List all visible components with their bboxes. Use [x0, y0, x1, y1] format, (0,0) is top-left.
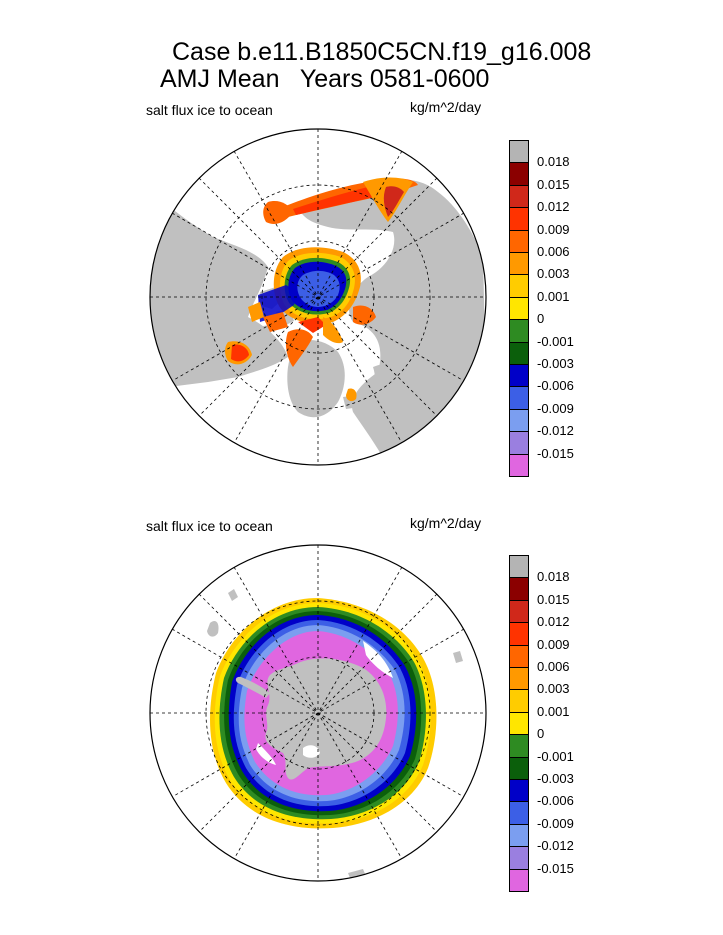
south-colorbar-swatch: [509, 599, 529, 624]
north-colorbar-label: 0.003: [537, 266, 570, 282]
south-colorbar-swatch: [509, 644, 529, 668]
north-graticule: [150, 129, 486, 465]
north-colorbar-label: -0.009: [537, 400, 574, 416]
south-colorbar-swatch: [509, 823, 529, 848]
north-colorbar-swatch: [509, 140, 529, 164]
north-colorbar-swatch: [509, 296, 529, 321]
south-colorbar-swatch: [509, 734, 529, 758]
north-colorbar-label: 0.009: [537, 221, 570, 237]
south-colorbar-label: 0.006: [537, 659, 570, 674]
south-units-label: kg/m^2/day: [410, 515, 482, 531]
south-colorbar-label: 0.003: [537, 681, 570, 697]
north-colorbar-label: 0.015: [537, 176, 570, 192]
north-colorbar-swatch: [509, 364, 529, 388]
south-colorbar-label: 0: [537, 726, 545, 742]
north-colorbar-label: -0.006: [537, 378, 574, 394]
north-colorbar-label: 0.006: [537, 244, 570, 259]
north-colorbar-swatch: [509, 162, 529, 186]
north-colorbar-swatch: [509, 453, 529, 477]
south-colorbar-label: -0.006: [537, 793, 574, 809]
north-field-label: salt flux ice to ocean: [146, 102, 273, 118]
plot-title-line-1: Case b.e11.B1850C5CN.f19_g16.008: [172, 38, 592, 66]
south-colorbar-label: 0.001: [537, 703, 570, 719]
south-colorbar-label: 0.012: [537, 614, 570, 630]
north-colorbar-label: -0.003: [537, 356, 574, 371]
south-colorbar-swatch: [509, 577, 529, 601]
north-colorbar-swatch: [509, 408, 529, 433]
south-colorbar-swatch: [509, 689, 529, 713]
north-map-border: [149, 128, 487, 466]
south-colorbar-swatch: [509, 667, 529, 691]
south-colorbar-label: -0.003: [537, 771, 574, 786]
north-colorbar-label: 0.001: [537, 288, 570, 304]
south-colorbar: 0.018 0.015 0.012 0.009 0.006 0.003 0.001 0 -0.0…: [509, 555, 589, 892]
north-colorbar-label: -0.015: [537, 445, 574, 461]
north-colorbar-label: 0.018: [537, 154, 570, 170]
south-colorbar-label: -0.001: [537, 748, 574, 764]
south-polar-map: [149, 544, 487, 882]
north-colorbar-swatch: [509, 184, 529, 209]
north-units-label: kg/m^2/day: [410, 99, 482, 115]
south-graticule: [150, 545, 486, 881]
north-colorbar-label: 0: [537, 311, 545, 327]
south-colorbar-swatch: [509, 801, 529, 825]
north-colorbar-swatch: [509, 252, 529, 276]
south-colorbar-swatch: [509, 868, 529, 892]
south-colorbar-swatch: [509, 555, 529, 579]
north-colorbar-swatch: [509, 274, 529, 298]
south-colorbar-swatch: [509, 756, 529, 780]
south-colorbar-label: 0.009: [537, 636, 570, 652]
south-colorbar-label: -0.015: [537, 860, 574, 876]
plot-title-line-2: AMJ Mean Years 0581-0600: [160, 65, 490, 93]
north-colorbar-label: -0.001: [537, 333, 574, 349]
south-colorbar-label: -0.009: [537, 815, 574, 831]
south-colorbar-label: -0.012: [537, 838, 574, 854]
south-field-label: salt flux ice to ocean: [146, 518, 273, 534]
north-colorbar-swatch: [509, 229, 529, 253]
north-polar-map: [149, 128, 487, 466]
south-colorbar-swatch: [509, 846, 529, 870]
south-land: [207, 589, 463, 881]
north-colorbar-swatch: [509, 341, 529, 365]
north-colorbar-swatch: [509, 319, 529, 343]
north-colorbar-swatch: [509, 207, 529, 231]
north-colorbar-swatch: [509, 431, 529, 455]
south-colorbar-label: 0.018: [537, 569, 570, 585]
south-map-border: [149, 544, 487, 882]
south-colorbar-swatch: [509, 622, 529, 646]
north-colorbar-swatch: [509, 386, 529, 410]
north-colorbar-label: -0.012: [537, 423, 574, 439]
south-colorbar-swatch: [509, 711, 529, 736]
south-colorbar-label: 0.015: [537, 591, 570, 607]
south-colorbar-swatch: [509, 779, 529, 803]
north-flux-field: [225, 177, 418, 402]
north-colorbar-label: 0.012: [537, 199, 570, 215]
north-colorbar: 0.018 0.015 0.012 0.009 0.006 0.003 0.001 0 -0.0…: [509, 140, 589, 477]
